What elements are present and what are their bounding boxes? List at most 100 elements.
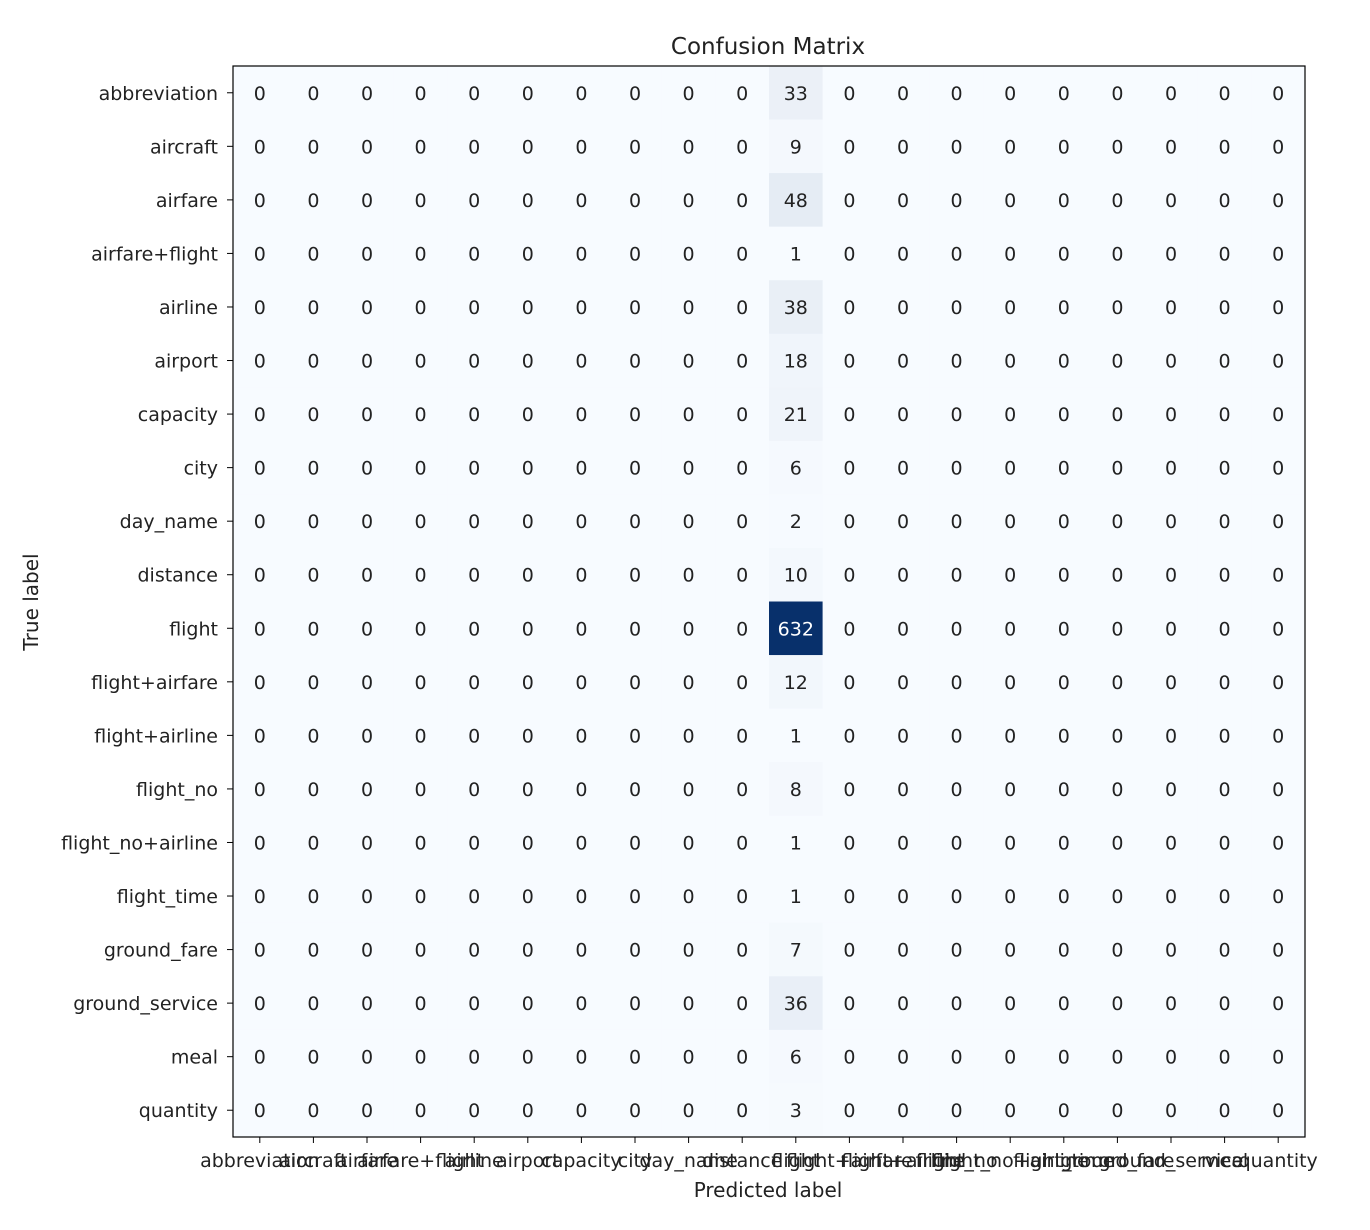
cell-value-label: 0: [254, 779, 266, 801]
cell-value-label: 0: [843, 83, 855, 105]
cell-value-label: 0: [951, 1047, 963, 1069]
cell-value-label: 0: [522, 190, 534, 212]
heatmap-cell: [1037, 387, 1092, 442]
cell-value-label: 0: [1004, 511, 1016, 533]
heatmap-cell: [233, 922, 288, 977]
heatmap-cell: [661, 708, 716, 763]
heatmap-cell: [1251, 66, 1306, 121]
heatmap-cell: [822, 66, 877, 121]
heatmap-cell: [501, 333, 556, 388]
cell-value-label: 632: [778, 618, 814, 640]
cell-value-label: 0: [1058, 672, 1070, 694]
cell-value-label: 0: [1111, 618, 1123, 640]
cell-value-label: 0: [254, 725, 266, 747]
cell-value-label: 0: [254, 404, 266, 426]
cell-value-label: 0: [1219, 618, 1231, 640]
heatmap-cell: [983, 655, 1038, 710]
heatmap-cell: [983, 333, 1038, 388]
cell-value-label: 0: [736, 83, 748, 105]
heatmap-cell: [876, 708, 931, 763]
cell-value-label: 0: [1272, 779, 1284, 801]
heatmap-cell: [661, 1083, 716, 1138]
cell-value-label: 0: [1111, 725, 1123, 747]
cell-value-label: 0: [1058, 511, 1070, 533]
heatmap-cell: [554, 601, 609, 656]
cell-value-label: 0: [629, 886, 641, 908]
heatmap-cell: [340, 333, 395, 388]
cell-value-label: 0: [468, 672, 480, 694]
cell-value-label: 0: [1058, 136, 1070, 158]
cell-value-label: 0: [575, 297, 587, 319]
heatmap-cell: [876, 1083, 931, 1138]
cell-value-label: 0: [415, 190, 427, 212]
heatmap-cell: [340, 440, 395, 495]
heatmap-cell: [608, 66, 663, 121]
heatmap-cell: [661, 762, 716, 817]
heatmap-cell: [233, 762, 288, 817]
heatmap-cell: [1037, 333, 1092, 388]
cell-value-label: 0: [254, 458, 266, 480]
cell-value-label: 0: [1165, 779, 1177, 801]
cell-value-label: 0: [1165, 832, 1177, 854]
cell-value-label: 0: [1058, 725, 1070, 747]
cell-value-label: 0: [522, 83, 534, 105]
heatmap-cell: [286, 1029, 341, 1084]
cell-value-label: 0: [415, 940, 427, 962]
cell-value-label: 0: [415, 404, 427, 426]
cell-value-label: 0: [629, 136, 641, 158]
cell-value-label: 0: [307, 993, 319, 1015]
heatmap-cell: [393, 173, 448, 228]
heatmap-cell: [501, 601, 556, 656]
heatmap-cell: [393, 708, 448, 763]
cell-value-label: 0: [254, 886, 266, 908]
heatmap-cell: [340, 762, 395, 817]
heatmap-cell: [608, 119, 663, 174]
heatmap-cell: [661, 601, 716, 656]
heatmap-cell: [501, 66, 556, 121]
cell-value-label: 0: [736, 618, 748, 640]
heatmap-cell: [929, 1083, 984, 1138]
cell-value-label: 0: [1058, 618, 1070, 640]
heatmap-cell: [1197, 66, 1252, 121]
cell-value-label: 0: [1165, 565, 1177, 587]
cell-value-label: 0: [1219, 243, 1231, 265]
heatmap-cell: [554, 547, 609, 602]
x-tick-label: city: [618, 1150, 652, 1172]
heatmap-cell: [1037, 226, 1092, 281]
y-tick-label: abbreviation: [99, 83, 218, 105]
cell-value-label: 0: [897, 136, 909, 158]
heatmap-cells: [233, 66, 1306, 1138]
heatmap-cell: [447, 601, 502, 656]
heatmap-cell: [715, 976, 770, 1031]
y-axis-label: True label: [19, 553, 43, 651]
y-tick-label: day_name: [120, 511, 218, 533]
cell-value-label: 0: [361, 993, 373, 1015]
heatmap-cell: [1037, 601, 1092, 656]
cell-value-label: 0: [361, 243, 373, 265]
cell-value-label: 0: [307, 1100, 319, 1122]
cell-value-label: 0: [736, 1100, 748, 1122]
cell-value-label: 0: [843, 832, 855, 854]
cell-value-label: 0: [254, 618, 266, 640]
heatmap-cell: [447, 815, 502, 870]
heatmap-cell: [393, 547, 448, 602]
cell-value-label: 0: [1058, 1100, 1070, 1122]
y-tick-label: meal: [171, 1047, 218, 1069]
cell-value-label: 0: [951, 886, 963, 908]
cell-value-label: 0: [1272, 940, 1284, 962]
cell-value-label: 0: [683, 940, 695, 962]
cell-value-label: 0: [468, 993, 480, 1015]
cell-value-label: 0: [1272, 725, 1284, 747]
cell-value-label: 0: [951, 725, 963, 747]
cell-value-label: 0: [1111, 83, 1123, 105]
heatmap-cell: [608, 1029, 663, 1084]
heatmap-cell: [1197, 333, 1252, 388]
cell-value-label: 0: [1004, 618, 1016, 640]
cell-value-label: 0: [951, 190, 963, 212]
heatmap-cell: [1197, 1029, 1252, 1084]
heatmap-cell: [929, 869, 984, 924]
x-tick-label: day_name: [639, 1150, 737, 1172]
cell-value-label: 0: [1219, 136, 1231, 158]
cell-value-label: 0: [361, 83, 373, 105]
heatmap-cell: [340, 1083, 395, 1138]
